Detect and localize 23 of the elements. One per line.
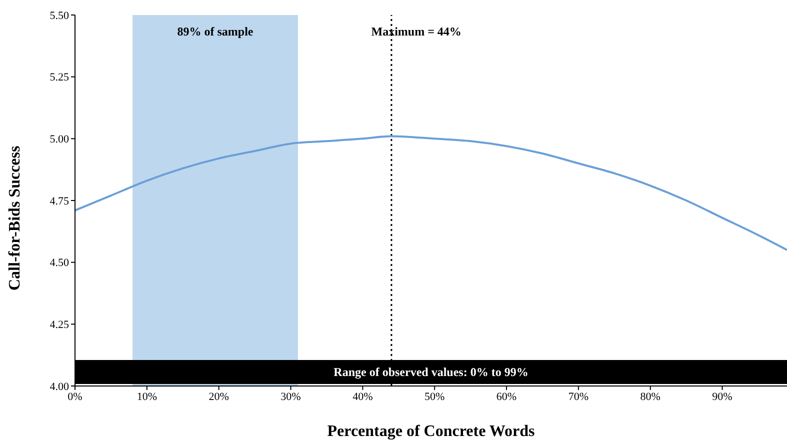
x-tick-label: 60% xyxy=(496,390,517,403)
y-tick-label: 5.50 xyxy=(50,10,70,22)
x-tick-label: 80% xyxy=(640,390,660,403)
caption-box: Range of observed values: 0% to 99% xyxy=(75,360,787,384)
y-tick-label: 4.75 xyxy=(50,195,70,208)
y-tick-label: 5.00 xyxy=(50,134,70,146)
ref-line-label: Maximum = 44% xyxy=(371,24,462,39)
x-tick-label: 40% xyxy=(352,390,373,403)
band-label: 89% of sample xyxy=(177,24,254,39)
y-axis-title: Call-for-Bids Success xyxy=(6,146,24,290)
y-tick-label: 5.25 xyxy=(50,72,70,84)
x-tick-label: 70% xyxy=(568,390,589,403)
x-tick-label: 90% xyxy=(712,390,732,403)
x-tick-label: 10% xyxy=(136,390,158,403)
y-tick-label: 4.00 xyxy=(50,380,70,393)
x-tick-label: 20% xyxy=(208,390,229,403)
x-axis-title: Percentage of Concrete Words xyxy=(327,423,535,440)
y-tick-label: 4.25 xyxy=(50,319,70,332)
line-series xyxy=(75,135,787,251)
x-tick-label: 30% xyxy=(280,390,301,403)
x-tick-label: 50% xyxy=(424,390,445,403)
x-tick-label: 0% xyxy=(68,390,82,403)
y-tick-label: 4.50 xyxy=(50,257,70,270)
